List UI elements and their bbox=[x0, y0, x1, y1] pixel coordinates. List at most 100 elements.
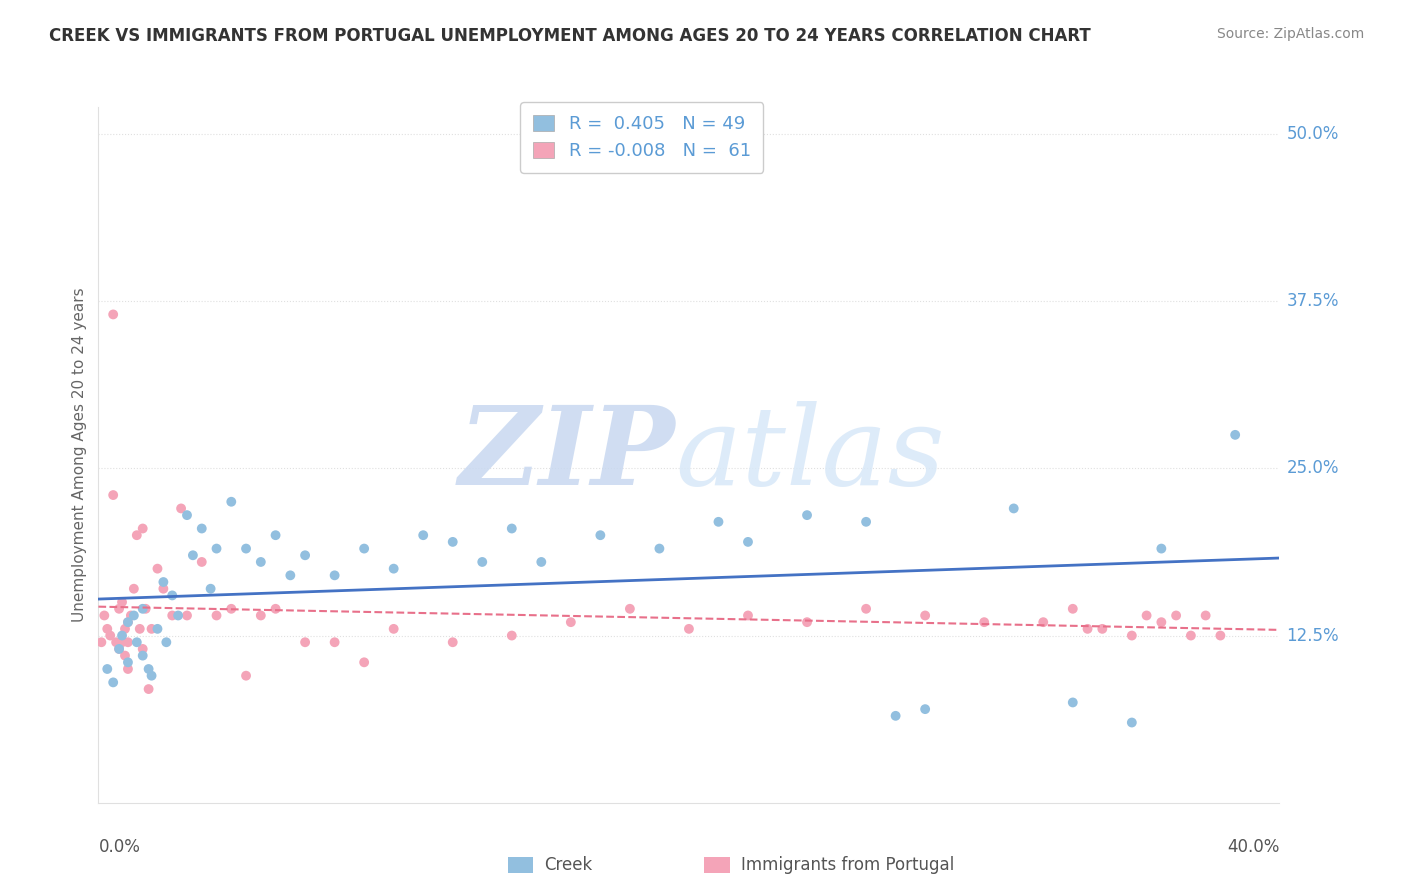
Point bbox=[1164, 608, 1187, 623]
Text: 25.0%: 25.0% bbox=[1286, 459, 1339, 477]
Point bbox=[796, 508, 818, 523]
Point bbox=[122, 582, 145, 596]
Point bbox=[1135, 608, 1157, 623]
Point bbox=[264, 601, 287, 615]
Point bbox=[353, 541, 375, 556]
Point bbox=[1150, 541, 1173, 556]
Point bbox=[90, 635, 112, 649]
Point bbox=[294, 635, 316, 649]
Point bbox=[235, 669, 257, 683]
Point bbox=[1032, 615, 1054, 630]
Point bbox=[1062, 601, 1084, 615]
Text: ZIP: ZIP bbox=[458, 401, 675, 508]
Point bbox=[560, 615, 582, 630]
Point bbox=[648, 541, 671, 556]
Point bbox=[737, 608, 759, 623]
Point bbox=[176, 608, 198, 623]
Point bbox=[162, 589, 183, 603]
Point bbox=[501, 521, 523, 535]
Point bbox=[132, 601, 155, 615]
Point bbox=[141, 669, 163, 683]
Point bbox=[108, 642, 131, 657]
Point bbox=[737, 534, 759, 549]
Point bbox=[132, 642, 155, 657]
Legend: R =  0.405   N = 49, R = -0.008   N =  61: R = 0.405 N = 49, R = -0.008 N = 61 bbox=[520, 103, 763, 173]
Point bbox=[1077, 622, 1099, 636]
Point bbox=[382, 562, 405, 576]
Point bbox=[1062, 696, 1084, 710]
Point bbox=[1150, 615, 1173, 630]
Point bbox=[132, 648, 155, 663]
Text: Creek: Creek bbox=[544, 856, 592, 874]
Point bbox=[250, 608, 273, 623]
Point bbox=[1209, 628, 1232, 642]
Point bbox=[1121, 628, 1143, 642]
Point bbox=[96, 662, 118, 676]
Point bbox=[122, 608, 145, 623]
Point bbox=[973, 615, 995, 630]
Text: 40.0%: 40.0% bbox=[1227, 838, 1279, 856]
Point bbox=[117, 615, 139, 630]
Point bbox=[294, 548, 316, 563]
Point bbox=[471, 555, 494, 569]
Point bbox=[111, 628, 134, 642]
Point bbox=[1091, 622, 1114, 636]
Point bbox=[111, 635, 134, 649]
Point bbox=[98, 628, 121, 642]
Point bbox=[132, 521, 155, 535]
Point bbox=[103, 488, 125, 502]
Point bbox=[114, 622, 136, 636]
Point bbox=[128, 622, 150, 636]
Point bbox=[707, 515, 730, 529]
Point bbox=[138, 681, 160, 696]
Point bbox=[191, 521, 214, 535]
Point bbox=[103, 675, 125, 690]
Point bbox=[117, 655, 139, 669]
Point bbox=[205, 541, 228, 556]
Point bbox=[103, 307, 125, 321]
Point bbox=[117, 662, 139, 676]
Text: 37.5%: 37.5% bbox=[1286, 292, 1339, 310]
Point bbox=[441, 635, 464, 649]
Text: CREEK VS IMMIGRANTS FROM PORTUGAL UNEMPLOYMENT AMONG AGES 20 TO 24 YEARS CORRELA: CREEK VS IMMIGRANTS FROM PORTUGAL UNEMPL… bbox=[49, 27, 1091, 45]
Point bbox=[138, 662, 160, 676]
Point bbox=[501, 628, 523, 642]
Text: Source: ZipAtlas.com: Source: ZipAtlas.com bbox=[1216, 27, 1364, 41]
Text: 0.0%: 0.0% bbox=[98, 838, 141, 856]
Point bbox=[200, 582, 222, 596]
Point bbox=[382, 622, 405, 636]
Text: Immigrants from Portugal: Immigrants from Portugal bbox=[741, 856, 955, 874]
Text: 50.0%: 50.0% bbox=[1286, 125, 1339, 143]
Point bbox=[589, 528, 612, 542]
Point bbox=[323, 568, 346, 582]
Point bbox=[191, 555, 214, 569]
Point bbox=[105, 635, 128, 649]
Point bbox=[108, 642, 131, 657]
Point bbox=[141, 622, 163, 636]
Point bbox=[412, 528, 434, 542]
Point bbox=[108, 601, 131, 615]
Point bbox=[162, 608, 183, 623]
Point bbox=[181, 548, 204, 563]
Point bbox=[678, 622, 700, 636]
Point bbox=[176, 508, 198, 523]
Point bbox=[441, 534, 464, 549]
Point bbox=[117, 615, 139, 630]
Point bbox=[1223, 427, 1246, 442]
Point bbox=[264, 528, 287, 542]
Text: 12.5%: 12.5% bbox=[1286, 626, 1339, 645]
Point bbox=[235, 541, 257, 556]
Point bbox=[125, 635, 148, 649]
Point bbox=[155, 635, 177, 649]
Point bbox=[914, 702, 936, 716]
Point bbox=[96, 622, 118, 636]
Point bbox=[530, 555, 553, 569]
Point bbox=[250, 555, 273, 569]
Point bbox=[205, 608, 228, 623]
Point bbox=[1180, 628, 1202, 642]
Point bbox=[120, 608, 142, 623]
Point bbox=[1195, 608, 1218, 623]
Point bbox=[353, 655, 375, 669]
Point bbox=[884, 708, 907, 723]
Point bbox=[152, 582, 174, 596]
